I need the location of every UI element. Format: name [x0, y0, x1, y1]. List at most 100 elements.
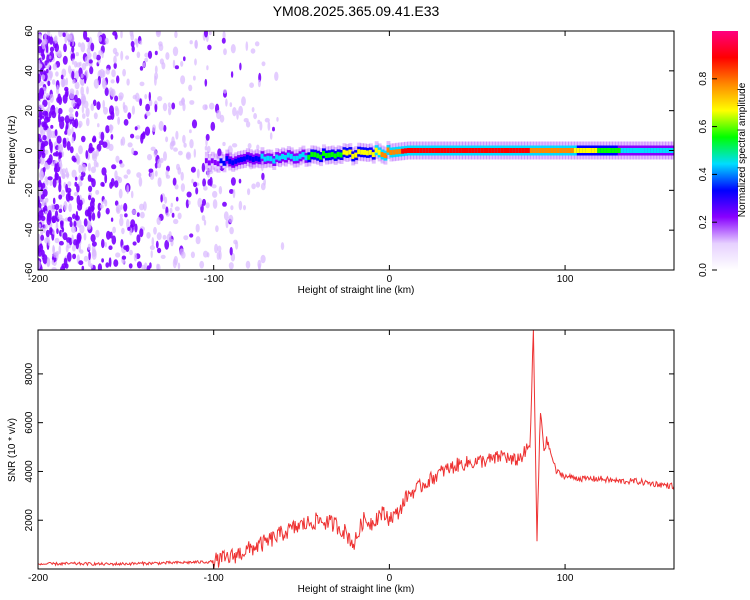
spectrogram-ridge-core [263, 156, 268, 162]
spectrogram-ridge-core [521, 148, 525, 153]
spectrogram-noise-cell [216, 109, 222, 120]
spectrogram-ridge-core [524, 148, 528, 153]
spectrogram-noise-cell [114, 170, 118, 180]
spectrogram-noise-cell [102, 141, 108, 148]
spectrogram-noise-cell [93, 112, 98, 120]
spectrogram-noise-cell [68, 107, 74, 114]
spectrogram-ridge-core [641, 148, 646, 153]
spectrogram-noise-cell [90, 103, 95, 111]
spectrogram-noise-cell [243, 118, 249, 123]
spectrogram-noise-cell [65, 77, 69, 86]
spectrogram-ridge-core [565, 148, 569, 153]
spectrogram-noise-cell [81, 104, 85, 114]
spectrogram-ridge-core [656, 148, 661, 153]
spectrogram-y-tick-label: 0 [24, 147, 35, 153]
spectrogram-noise-cell [253, 113, 257, 120]
spectrogram-noise-cell [167, 102, 171, 108]
spectrogram-noise-cell [190, 251, 195, 259]
spectrogram-ridge-core [538, 148, 543, 153]
spectrogram-noise-cell [185, 151, 192, 160]
spectrogram-noise-cell [71, 234, 74, 244]
spectrogram-noise-cell [87, 221, 91, 228]
spectrogram-noise-cell [86, 86, 89, 95]
spectrogram-noise-cell [168, 231, 172, 238]
spectrogram-noise-cell [110, 177, 115, 187]
spectrogram-noise-cell [62, 78, 67, 87]
spectrogram-noise-cell [52, 197, 56, 205]
spectrogram-noise-cell [175, 130, 179, 140]
spectrogram-noise-cell [203, 185, 208, 191]
spectrogram-noise-cell [90, 234, 96, 243]
spectrogram-noise-cell [63, 43, 67, 53]
spectrogram-ridge-core [603, 148, 607, 153]
spectrogram-noise-cell [163, 151, 167, 162]
spectrogram-noise-cell [58, 245, 62, 255]
spectrogram-ridge-core [541, 148, 546, 153]
spectrogram-noise-cell [180, 183, 185, 192]
spectrogram-ridge-core [216, 161, 221, 167]
spectrogram-ridge-core [419, 148, 424, 153]
spectrogram-noise-cell [91, 249, 97, 260]
spectrogram-noise-cell [40, 194, 46, 200]
spectrogram-noise-cell [46, 68, 49, 74]
spectrogram-noise-cell [221, 37, 226, 44]
spectrogram-ridge-core [398, 149, 403, 154]
snr-x-tick-label: -100 [204, 573, 224, 584]
spectrogram-noise-cell [173, 218, 179, 225]
spectrogram-ridge-core [428, 148, 433, 153]
spectrogram-noise-cell [153, 226, 157, 235]
spectrogram-noise-cell [197, 197, 203, 208]
spectrogram-noise-cell [125, 55, 130, 60]
spectrogram-noise-cell [131, 105, 135, 115]
spectrogram-noise-cell [138, 176, 143, 187]
spectrogram-ridge-core [222, 160, 227, 166]
spectrogram-noise-cell [61, 151, 65, 158]
spectrogram-noise-cell [74, 70, 79, 80]
spectrogram-noise-cell [71, 226, 77, 233]
spectrogram-noise-cell [39, 67, 44, 76]
spectrogram-noise-cell [82, 113, 86, 119]
spectrogram-noise-cell [104, 241, 108, 248]
spectrogram-noise-cell [112, 226, 116, 234]
spectrogram-noise-cell [108, 257, 112, 268]
spectrogram-noise-cell [118, 188, 123, 199]
spectrogram-ridge-core [392, 149, 397, 155]
spectrogram-noise-cell [48, 111, 52, 119]
spectrogram-noise-cell [121, 136, 126, 146]
spectrogram-noise-cell [79, 224, 85, 234]
spectrogram-noise-cell [42, 166, 46, 173]
spectrogram-noise-cell [56, 135, 62, 144]
spectrogram-ridge-core [614, 148, 619, 153]
spectrogram-ridge-core [251, 157, 256, 162]
spectrogram-noise-cell [257, 79, 261, 88]
spectrogram-noise-cell [49, 179, 53, 186]
spectrogram-noise-cell [80, 42, 86, 53]
spectrogram-noise-cell [193, 181, 198, 188]
spectrogram-noise-cell [83, 100, 89, 109]
spectrogram-ridge-core [319, 154, 323, 160]
spectrogram-noise-cell [191, 178, 194, 184]
snr-y-tick-label: 6000 [24, 411, 35, 434]
spectrogram-ridge-core [304, 155, 309, 161]
spectrogram-noise-cell [230, 71, 234, 78]
spectrogram-noise-cell [149, 262, 152, 269]
spectrogram-ridge-core [562, 148, 566, 153]
spectrogram-ridge-core [425, 148, 430, 153]
spectrogram-noise-cell [91, 241, 97, 247]
spectrogram-noise-cell [42, 99, 48, 107]
spectrogram-ridge-core [254, 155, 259, 161]
spectrogram-ridge-core [488, 148, 493, 153]
spectrogram-noise-cell [52, 178, 57, 188]
spectrogram-noise-cell [79, 61, 82, 67]
spectrogram-noise-cell [236, 110, 239, 120]
spectrogram-noise-cell [113, 62, 117, 69]
spectrogram-noise-cell [116, 75, 120, 84]
spectrogram-noise-cell [222, 31, 226, 40]
spectrogram-noise-cell [183, 142, 187, 148]
spectrogram-noise-cell [51, 216, 56, 224]
spectrogram-noise-cell [105, 207, 110, 215]
spectrogram-noise-cell [193, 148, 196, 158]
spectrogram-noise-cell [38, 133, 41, 140]
spectrogram-noise-cell [229, 102, 233, 107]
